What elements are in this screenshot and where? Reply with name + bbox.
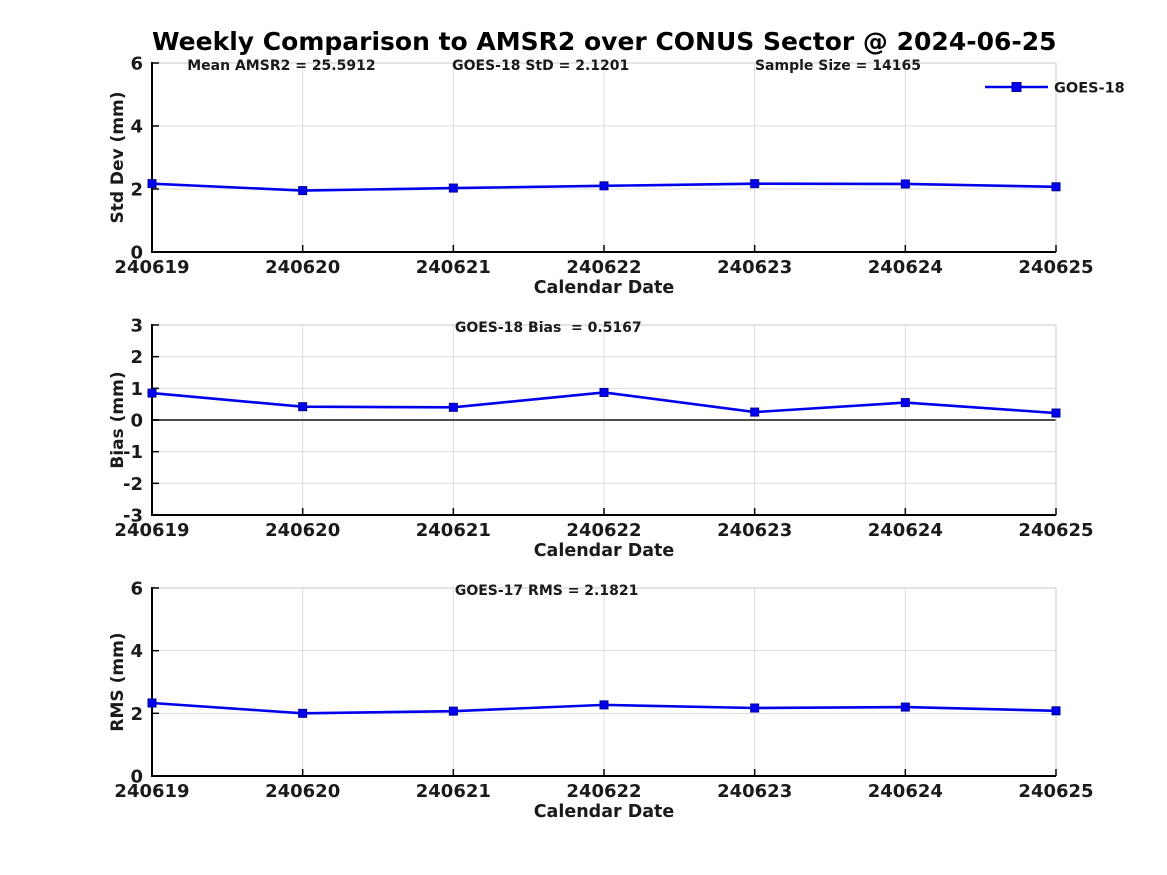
x-tick-label: 240619 — [114, 520, 189, 541]
y-tick-label: -2 — [123, 474, 143, 495]
y-tick-label: 0 — [130, 243, 143, 264]
data-point-marker — [147, 388, 157, 398]
data-point-marker — [750, 703, 760, 713]
data-point-marker — [599, 700, 609, 710]
x-axis-label: Calendar Date — [534, 541, 675, 561]
annotation: Sample Size = 14165 — [755, 58, 921, 74]
data-point-marker — [448, 706, 458, 716]
x-tick-label: 240621 — [416, 520, 491, 541]
data-point-marker — [900, 398, 910, 408]
y-tick-label: 2 — [130, 347, 143, 368]
x-tick-label: 240623 — [717, 257, 792, 278]
data-point-marker — [900, 702, 910, 712]
x-tick-label: 240625 — [1018, 781, 1093, 802]
x-tick-label: 240623 — [717, 520, 792, 541]
y-tick-label: 2 — [130, 704, 143, 725]
x-tick-label: 240624 — [868, 520, 943, 541]
data-point-marker — [448, 183, 458, 193]
x-tick-label: 240624 — [868, 257, 943, 278]
x-tick-label: 240619 — [114, 781, 189, 802]
y-tick-label: -3 — [123, 506, 143, 527]
y-tick-label: 6 — [130, 54, 143, 75]
x-tick-label: 240621 — [416, 257, 491, 278]
legend-marker — [1011, 82, 1022, 92]
x-tick-label: 240620 — [265, 781, 340, 802]
data-point-marker — [750, 179, 760, 189]
x-axis-label: Calendar Date — [534, 802, 675, 822]
annotation: GOES-18 StD = 2.1201 — [452, 58, 629, 74]
x-tick-label: 240625 — [1018, 257, 1093, 278]
figure-title: Weekly Comparison to AMSR2 over CONUS Se… — [152, 27, 1057, 56]
y-axis-label: Std Dev (mm) — [108, 91, 128, 223]
y-tick-label: 0 — [130, 767, 143, 788]
y-tick-label: 4 — [130, 641, 143, 662]
y-tick-label: 1 — [130, 379, 143, 400]
x-tick-label: 240622 — [566, 520, 641, 541]
data-point-marker — [599, 387, 609, 397]
x-tick-label: 240620 — [265, 520, 340, 541]
x-tick-label: 240622 — [566, 781, 641, 802]
x-axis-label: Calendar Date — [534, 278, 675, 298]
data-point-marker — [448, 402, 458, 412]
data-point-marker — [1051, 706, 1061, 716]
data-point-marker — [298, 186, 308, 196]
data-point-marker — [147, 698, 157, 708]
y-axis-label: Bias (mm) — [108, 371, 128, 468]
x-tick-label: 240623 — [717, 781, 792, 802]
y-axis-label: RMS (mm) — [108, 632, 128, 731]
data-point-marker — [1051, 408, 1061, 418]
data-point-marker — [147, 179, 157, 189]
x-tick-label: 240625 — [1018, 520, 1093, 541]
annotation: GOES-18 Bias = 0.5167 — [455, 320, 642, 336]
y-tick-label: 3 — [130, 316, 143, 337]
data-point-marker — [750, 407, 760, 417]
x-tick-label: 240620 — [265, 257, 340, 278]
annotation: Mean AMSR2 = 25.5912 — [187, 58, 375, 74]
annotation: GOES-17 RMS = 2.1821 — [455, 583, 639, 599]
data-point-marker — [599, 181, 609, 191]
y-tick-label: 2 — [130, 180, 143, 201]
y-tick-label: -1 — [123, 442, 143, 463]
y-tick-label: 0 — [130, 411, 143, 432]
data-point-marker — [298, 402, 308, 412]
y-tick-label: 6 — [130, 579, 143, 600]
legend-label: GOES-18 — [1054, 81, 1125, 97]
x-tick-label: 240622 — [566, 257, 641, 278]
y-tick-label: 4 — [130, 117, 143, 138]
x-tick-label: 240624 — [868, 781, 943, 802]
data-point-marker — [1051, 182, 1061, 192]
data-point-marker — [900, 179, 910, 189]
x-tick-label: 240621 — [416, 781, 491, 802]
data-point-marker — [298, 708, 308, 718]
x-tick-label: 240619 — [114, 257, 189, 278]
